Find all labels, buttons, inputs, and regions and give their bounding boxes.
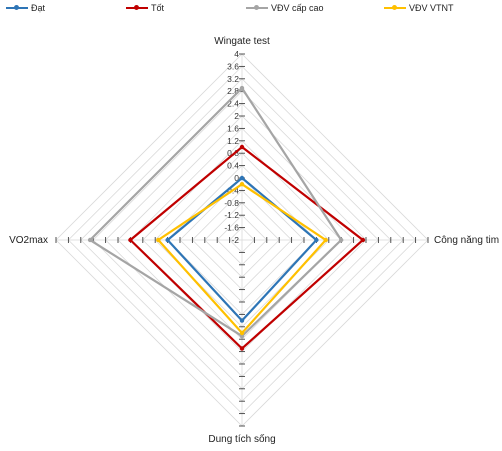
series-point — [239, 330, 245, 336]
series-point — [239, 318, 245, 323]
series-point — [87, 237, 93, 243]
tick-labels: -2-1.6-1.2-0.8-0.400.40.81.21.622.42.83.… — [224, 49, 239, 245]
legend-label-vdv-vtnt: VĐV VTNT — [409, 3, 454, 13]
legend-label-vdv-cap-cao: VĐV cấp cao — [271, 3, 324, 13]
series-point — [128, 237, 133, 243]
legend-item-2: VĐV cấp cao — [246, 3, 324, 13]
axis-label-1: Công năng tim — [434, 235, 499, 246]
tick-label: 3.2 — [227, 74, 239, 84]
tick-label: 2 — [234, 111, 239, 121]
series-point — [314, 237, 319, 243]
tick-label: -1.6 — [224, 223, 239, 233]
axis-label-3: VO2max — [9, 235, 48, 246]
series-point — [339, 237, 344, 243]
series-point — [156, 237, 161, 243]
series-point — [239, 85, 245, 91]
radar-axes — [55, 53, 429, 427]
tick-label: -1.2 — [224, 210, 239, 220]
series-point — [239, 333, 245, 339]
tick-label: 3.6 — [227, 61, 239, 71]
tick-label: 1.6 — [227, 123, 239, 133]
series-point — [239, 144, 245, 150]
legend-swatch-vdv-cap-cao — [246, 3, 268, 13]
tick-label: -0.8 — [224, 198, 239, 208]
series-point — [323, 237, 328, 243]
legend-swatch-vdv-vtnt — [384, 3, 406, 13]
legend: Đạt Tốt VĐV cấp cao VĐV VTNT — [0, 3, 502, 19]
tick-label: 0.4 — [227, 161, 239, 171]
legend-item-0: Đạt — [6, 3, 45, 13]
legend-swatch-tot — [126, 3, 148, 13]
axis-label-2: Dung tích sống — [208, 433, 275, 445]
series-point — [239, 182, 245, 187]
series-point — [165, 237, 170, 243]
tick-label: 2.8 — [227, 86, 239, 96]
legend-label-dat: Đạt — [31, 3, 46, 13]
legend-swatch-dat — [6, 3, 28, 13]
tick-label: 1.2 — [227, 136, 239, 146]
series-point — [239, 175, 245, 181]
series-point — [239, 346, 245, 351]
axis-labels: Wingate test Công năng tim Dung tích sống V… — [9, 36, 499, 445]
tick-label: 4 — [234, 49, 239, 59]
legend-item-3: VĐV VTNT — [384, 3, 454, 13]
tick-label: 0 — [234, 173, 239, 183]
legend-item-1: Tốt — [126, 3, 164, 13]
tick-label: -2 — [231, 235, 239, 245]
series-group — [87, 85, 366, 351]
series-point — [360, 237, 366, 243]
legend-label-tot: Tốt — [151, 3, 165, 13]
axis-label-0: Wingate test — [214, 36, 270, 47]
tick-label: 2.4 — [227, 99, 239, 109]
